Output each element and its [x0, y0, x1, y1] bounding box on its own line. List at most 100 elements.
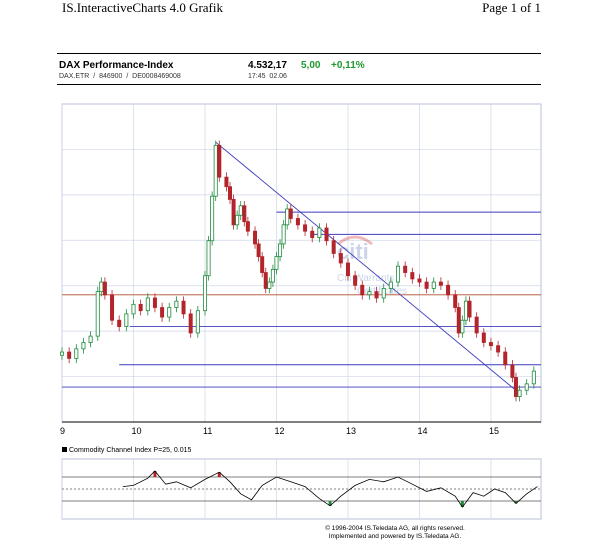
candle-body [513, 377, 518, 397]
candle-body [388, 281, 393, 289]
trend-line [215, 141, 520, 394]
candle-body [463, 300, 468, 321]
candle-body [160, 307, 165, 318]
candle-body [231, 198, 236, 226]
candle-body [438, 281, 443, 286]
isin-code: DE0008469008 [132, 73, 181, 80]
candle-body [310, 230, 315, 238]
citi-arc-icon [337, 235, 373, 246]
candle-body [99, 281, 104, 293]
trendline [215, 141, 520, 394]
candle-body [503, 351, 508, 366]
candle-body [488, 342, 493, 347]
candle-body [517, 389, 522, 397]
candle-body [396, 265, 401, 283]
candle-body [95, 291, 100, 337]
candle-body [531, 370, 536, 385]
last-price: 4.532,17 [248, 60, 287, 71]
candle-body [345, 262, 350, 277]
candle-body [424, 281, 429, 289]
candle-body [453, 294, 458, 308]
candle-body [281, 224, 286, 245]
candle-body [278, 243, 283, 258]
candle-body [446, 284, 451, 296]
candle-body [403, 265, 408, 273]
candle-body [267, 281, 272, 289]
candle-body [338, 253, 343, 264]
candle-body [410, 272, 415, 280]
footer-powered: Implemented and powered by IS.Teledata A… [328, 533, 462, 540]
price-change: 5,00 [301, 60, 321, 71]
candle-body [117, 319, 122, 327]
candle-body [228, 186, 233, 200]
x-tick-label: 9 [60, 426, 65, 436]
candle-body [331, 240, 336, 254]
candle-body [235, 214, 240, 226]
candle-body [288, 208, 293, 219]
candle-body [124, 313, 129, 328]
candle-body [324, 227, 329, 242]
candle-body [367, 291, 372, 296]
candle-body [253, 230, 258, 245]
candle-body [217, 144, 222, 178]
cci-label-text: Commodity Channel Index P=25, 0.015 [69, 447, 192, 454]
candle-body [202, 275, 207, 312]
legend-square-icon [62, 447, 67, 452]
price-change-percent: +0,11% [331, 60, 365, 71]
candle-body [353, 275, 358, 286]
candle-body [381, 288, 386, 299]
quote-time: 17:45 02.06 [248, 73, 287, 80]
candle-body [270, 268, 275, 283]
page-number: Page 1 of 1 [482, 0, 541, 15]
candle-body [317, 227, 322, 238]
candle-body [456, 307, 461, 334]
candle-body [131, 303, 136, 315]
candle-body [374, 291, 379, 299]
x-tick-label: 12 [274, 426, 284, 436]
candle-body [256, 243, 261, 258]
candles [60, 140, 536, 402]
candle-body [213, 144, 218, 197]
page-header-title: IS.InteractiveCharts 4.0 Grafik [62, 0, 224, 15]
candle-body [188, 313, 193, 334]
candle-body [467, 300, 472, 318]
candle-body [74, 348, 79, 359]
cci-label: Commodity Channel Index P=25, 0.015 [62, 447, 542, 457]
x-tick-label: 11 [203, 426, 212, 436]
candle-body [67, 351, 72, 359]
candle-body [138, 303, 143, 312]
candle-body [181, 300, 186, 315]
plot-frame [61, 103, 542, 423]
candle-body [242, 205, 247, 223]
candle-body [431, 281, 436, 289]
candle-body [145, 297, 150, 312]
candle-body [481, 332, 486, 343]
candle-body [195, 310, 200, 334]
sub-rule [57, 84, 541, 85]
watermark-line1: Citi Warrants [337, 273, 394, 284]
footer-copyright: © 1996-2004 IS.Teledata AG, all rights r… [325, 525, 465, 532]
candle-body [152, 297, 157, 308]
x-tick-label: 14 [417, 426, 427, 436]
cci-line [122, 470, 538, 508]
candle-body [510, 364, 515, 378]
candle-body [474, 316, 479, 334]
instrument-codes: DAX.ETR / 846900 / DE0008469008 [59, 73, 181, 80]
candle-body [524, 383, 529, 391]
candle-body [496, 345, 501, 353]
candle-body [260, 256, 265, 273]
candle-body [210, 195, 215, 242]
cci-panel [61, 458, 542, 520]
candle-body [81, 342, 86, 350]
wkn-code: 846900 [99, 73, 123, 80]
candle-body [303, 224, 308, 232]
cci-frame [61, 458, 542, 520]
candle-body [295, 218, 300, 226]
chart-grid [61, 103, 542, 423]
candle-body [167, 307, 172, 318]
x-tick-label: 13 [346, 426, 356, 436]
candle-body [174, 300, 179, 308]
candle-body [263, 272, 268, 289]
top-rule [57, 53, 541, 54]
